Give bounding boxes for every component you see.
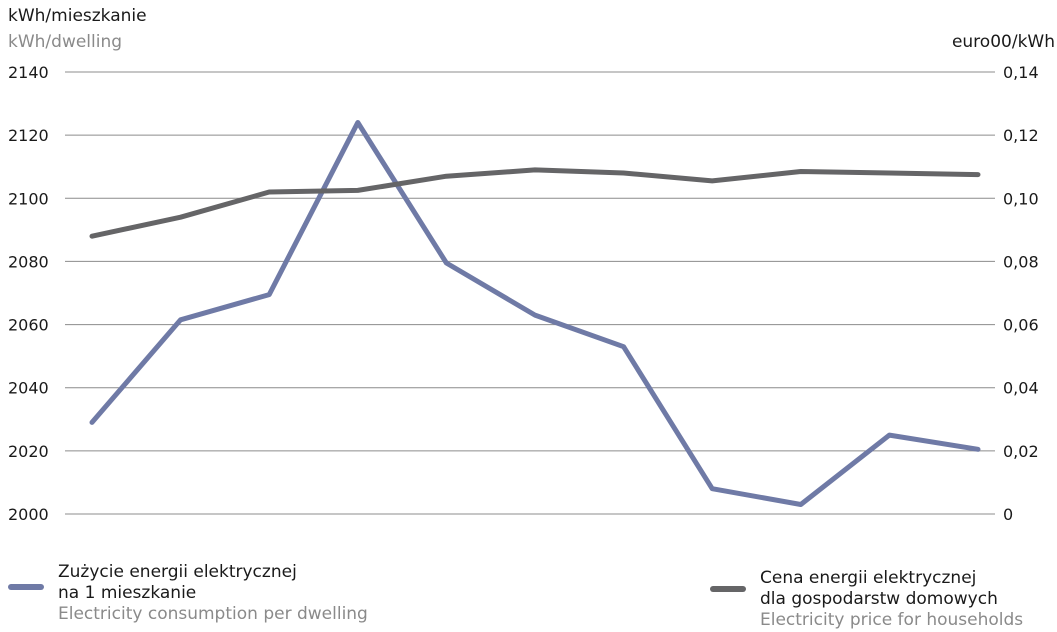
left-tick-label: 2040 xyxy=(8,379,49,398)
right-tick-label: 0,04 xyxy=(1003,379,1039,398)
right-tick-label: 0,02 xyxy=(1003,442,1039,461)
legend-label-price-en: Electricity price for households xyxy=(760,610,1024,630)
right-tick-label: 0,14 xyxy=(1003,63,1039,82)
left-axis-label-en: kWh/dwelling xyxy=(8,32,123,52)
left-tick-label: 2120 xyxy=(8,126,49,145)
left-tick-label: 2080 xyxy=(8,252,49,271)
right-tick-label: 0,10 xyxy=(1003,189,1039,208)
right-tick-label: 0 xyxy=(1003,505,1013,524)
right-tick-label: 0,06 xyxy=(1003,316,1039,335)
legend-label-consumption-en: Electricity consumption per dwelling xyxy=(58,604,368,624)
consumption-series-line xyxy=(89,120,981,507)
legend-item-price: Cena energii elektrycznej dla gospodarst… xyxy=(710,568,1023,631)
left-tick-label: 2100 xyxy=(8,189,49,208)
legend-swatch-price xyxy=(710,586,746,592)
left-tick-label: 2000 xyxy=(8,505,49,524)
legend-swatch-consumption xyxy=(8,584,44,590)
left-tick-label: 2020 xyxy=(8,442,49,461)
legend-label-price-line1: Cena energii elektrycznej xyxy=(760,568,977,588)
right-tick-label: 0,08 xyxy=(1003,252,1039,271)
left-tick-label: 2060 xyxy=(8,316,49,335)
left-tick-label: 2140 xyxy=(8,63,49,82)
left-axis-label: kWh/mieszkanie xyxy=(8,6,147,26)
legend-label-price-line2: dla gospodarstw domowych xyxy=(760,589,998,609)
price-series-line xyxy=(89,167,981,239)
legend-label-consumption-line2: na 1 mieszkanie xyxy=(58,583,197,603)
right-axis-label: euro00/kWh xyxy=(951,32,1055,52)
legend-label-consumption-line1: Zużycie energii elektrycznej xyxy=(58,562,297,582)
right-tick-label: 0,12 xyxy=(1003,126,1039,145)
legend-item-consumption: Zużycie energii elektrycznej na 1 mieszk… xyxy=(8,562,368,625)
